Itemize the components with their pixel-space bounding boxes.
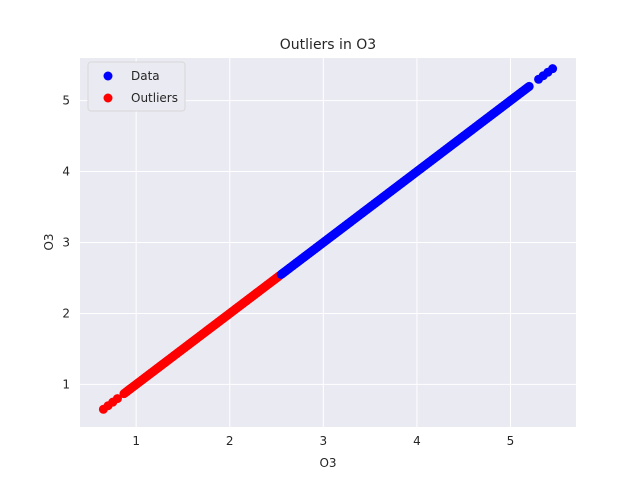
y-tick-label: 1	[62, 377, 70, 391]
y-tick-label: 3	[62, 236, 70, 250]
x-tick-label: 3	[320, 434, 328, 448]
legend-label-data: Data	[131, 69, 160, 83]
legend: Data Outliers	[87, 61, 186, 112]
x-tick-label: 2	[226, 434, 234, 448]
data-points	[98, 64, 558, 414]
data-point	[524, 81, 534, 91]
tick-labels: 1 2 3 4 5 1 2 3 4 5	[62, 94, 514, 448]
x-tick-label: 4	[413, 434, 421, 448]
legend-marker-data	[103, 71, 113, 81]
outlier-point	[112, 394, 122, 404]
x-axis-label: O3	[319, 456, 336, 470]
x-tick-label: 5	[507, 434, 515, 448]
y-tick-label: 2	[62, 306, 70, 320]
x-tick-label: 1	[132, 434, 140, 448]
legend-marker-outliers	[103, 93, 113, 103]
chart-title: Outliers in O3	[280, 37, 376, 53]
y-axis-label: O3	[42, 233, 56, 250]
y-tick-label: 4	[62, 165, 70, 179]
legend-label-outliers: Outliers	[131, 91, 178, 105]
data-point	[548, 64, 558, 74]
y-tick-label: 5	[62, 94, 70, 108]
